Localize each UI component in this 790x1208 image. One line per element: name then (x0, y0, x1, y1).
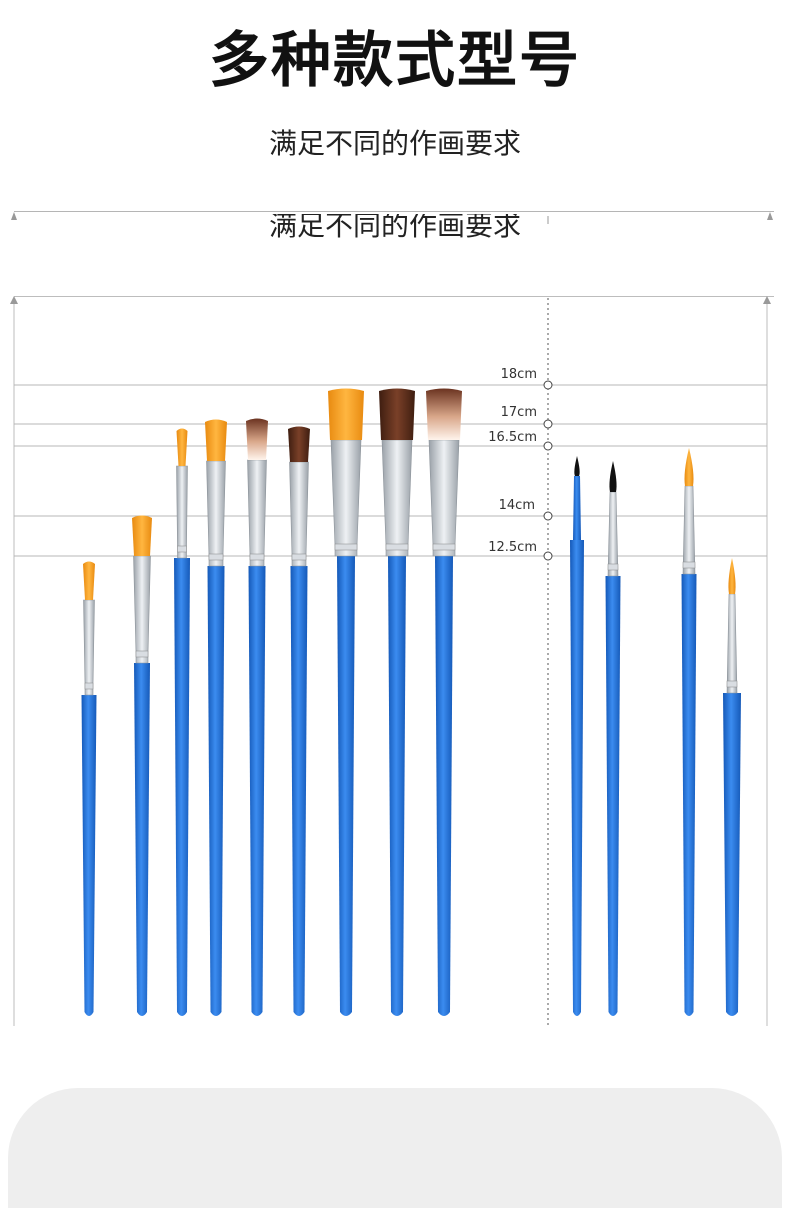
measurement-label: 17cm (501, 405, 537, 420)
brush-ferrule (607, 491, 619, 577)
brush-handle (81, 695, 97, 1016)
round-brush (605, 461, 621, 1016)
brush-ferrule (573, 476, 581, 540)
brush-handle (570, 540, 584, 1016)
page-title: 多种款式型号 (209, 26, 581, 96)
ferrule-crimp (682, 561, 696, 569)
ferrule-crimp (177, 545, 187, 553)
flat-brush (379, 388, 415, 1016)
brush-ferrule (83, 599, 95, 696)
divider-line (14, 211, 774, 212)
brush-bristles (328, 388, 364, 440)
ferrule-crimp (208, 553, 224, 561)
round-brush (681, 448, 697, 1016)
brush-bristles (83, 561, 95, 600)
brush-ferrule (247, 459, 267, 567)
brushes (81, 388, 741, 1016)
brush-ferrule (330, 439, 362, 557)
flat-brush (132, 515, 152, 1016)
brush-bristles (684, 448, 694, 486)
flat-brush (426, 388, 462, 1016)
round-brush (723, 558, 741, 1016)
flat-brush (205, 419, 227, 1016)
guide-marker (543, 511, 553, 521)
measurement-label: 14cm (499, 498, 535, 513)
brush-ferrule (176, 465, 188, 559)
measurement-guide: 18cm (14, 367, 767, 390)
frame (10, 212, 773, 1026)
brush-ferrule (726, 593, 738, 694)
brush-ferrule (682, 485, 696, 575)
ferrule-crimp (249, 553, 265, 561)
flat-brush (81, 561, 97, 1016)
ferrule-crimp (334, 543, 358, 551)
flat-brush (288, 426, 310, 1016)
brush-bristles (205, 419, 227, 461)
brush-handle (248, 566, 266, 1016)
guide-marker (543, 380, 553, 390)
measurement-label: 16.5cm (488, 430, 537, 445)
brush-bristles (246, 418, 268, 460)
brush-handle (134, 663, 150, 1016)
brush-ferrule (206, 460, 226, 567)
flat-brush (246, 418, 268, 1016)
ferrule-crimp (607, 563, 619, 571)
ferrule-crimp (385, 543, 409, 551)
round-brush (570, 456, 584, 1016)
ferrule-crimp (291, 553, 307, 561)
brush-ferrule (289, 461, 309, 567)
measurement-label: 18cm (501, 367, 537, 382)
brush-size-figure: 18cm 17cm 16.5cm 14cm 12.5cm (10, 212, 773, 1026)
brush-handle (681, 574, 697, 1016)
brush-handle (388, 556, 406, 1016)
brush-bristles (574, 456, 580, 476)
page-subtitle: 满足不同的作画要求 (268, 127, 521, 160)
brush-handle (290, 566, 308, 1016)
brush-handle (605, 576, 621, 1016)
brush-handle (337, 556, 355, 1016)
measurement-guides: 18cm 17cm 16.5cm 14cm 12.5cm (14, 367, 767, 561)
brush-bristles (288, 426, 310, 462)
brush-bristles (379, 388, 415, 440)
brush-bristles (426, 388, 462, 440)
flat-brush (174, 428, 190, 1016)
brush-ferrule (428, 439, 460, 557)
guide-marker (543, 441, 553, 451)
brush-bristles (132, 515, 152, 556)
ferrule-crimp (432, 543, 456, 551)
ferrule-crimp (726, 680, 738, 688)
ferrule-crimp (135, 650, 149, 658)
brush-handle (723, 693, 741, 1016)
brush-ferrule (133, 555, 151, 664)
ghost-subtitle: 满足不同的作画要求 (0, 214, 790, 238)
brush-handle (174, 558, 190, 1016)
bottom-card (8, 1088, 782, 1208)
brush-bristles (176, 428, 188, 466)
brush-handle (435, 556, 453, 1016)
ferrule-crimp (84, 682, 94, 690)
flat-brush (328, 388, 364, 1016)
ghost-subtitle-text: 满足不同的作画要求 (268, 214, 521, 238)
brush-bristles (728, 558, 736, 594)
guide-marker (543, 551, 553, 561)
frame-top-line (14, 296, 774, 297)
brush-ferrule (381, 439, 413, 557)
guide-marker (543, 419, 553, 429)
brush-handle (207, 566, 225, 1016)
brush-bristles (609, 461, 617, 492)
measurement-label: 12.5cm (488, 540, 537, 555)
